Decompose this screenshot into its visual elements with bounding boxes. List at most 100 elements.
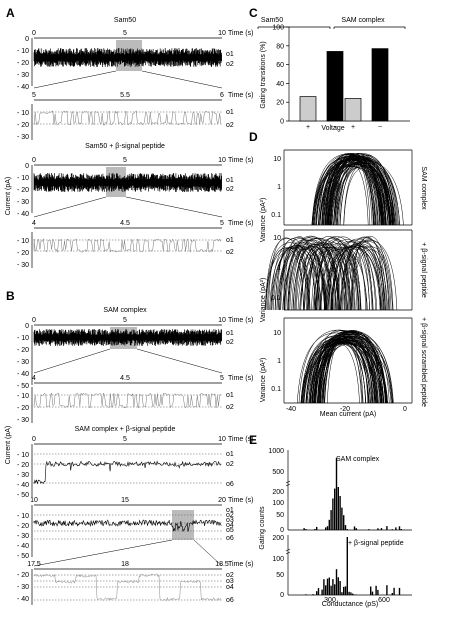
x-tick: 5	[123, 317, 127, 324]
x-tick: 0	[32, 436, 36, 443]
state-label: o1	[226, 451, 234, 458]
time-label: Time (s)	[228, 561, 253, 568]
panel-d-variance-mean: Variance (pA²) Variance (pA²) Variance (…	[260, 149, 427, 418]
y-tick: - 10	[17, 393, 29, 400]
y-axis-label: Variance (pA²)	[260, 198, 267, 243]
y-tick: - 20	[17, 122, 29, 129]
y-tick: 0	[25, 163, 29, 170]
y-tick: - 40	[17, 84, 29, 91]
y-tick: 100	[272, 500, 284, 507]
y-tick: 200	[272, 535, 284, 542]
x-tick: 4.5	[120, 220, 130, 227]
histogram-label: + β-signal peptide	[348, 540, 404, 547]
y-tick: 1000	[268, 448, 284, 455]
y-tick: - 30	[17, 533, 29, 540]
x-tick: 300	[324, 597, 336, 604]
histogram-bars	[303, 458, 402, 530]
y-tick: 50	[276, 572, 284, 579]
panel-a-zoom-1: 5 5.5 6 Time (s) - 10 - 20 - 30 o1 o2	[17, 92, 253, 141]
y-tick-label: 60	[276, 62, 284, 69]
histogram-bottom: 200 100 50 0 + β-signal peptide	[272, 535, 412, 599]
y-axis-label: Gating counts	[259, 506, 266, 550]
panel-label-c: C	[249, 6, 258, 20]
y-tick: - 30	[17, 584, 29, 591]
x-tick: 5	[32, 92, 36, 99]
y-tick: 10	[273, 235, 281, 242]
state-label: o2	[226, 572, 234, 579]
y-tick: - 10	[17, 335, 29, 342]
axis-break	[285, 480, 291, 487]
time-label: Time (s)	[228, 157, 253, 164]
state-label: o1	[226, 51, 234, 58]
bar	[371, 48, 389, 122]
y-tick: - 10	[17, 238, 29, 245]
current-trace	[33, 110, 222, 126]
bar	[299, 96, 317, 122]
variance-subplot-1: 10 1 0.1 SAM complex	[271, 149, 427, 226]
state-label: o1	[226, 109, 234, 116]
y-tick: - 10	[17, 513, 29, 520]
x-tick-label: −	[378, 124, 382, 131]
y-tick: 1	[277, 358, 281, 365]
x-tick: 10	[218, 317, 226, 324]
y-tick: - 20	[17, 572, 29, 579]
group-label: Sam50	[261, 17, 283, 24]
x-tick: 17.5	[27, 561, 41, 568]
x-tick-label: +	[351, 124, 355, 131]
state-label: o2	[226, 339, 234, 346]
x-tick: 600	[378, 597, 390, 604]
y-tick: - 20	[17, 250, 29, 257]
x-tick: 4	[32, 220, 36, 227]
y-tick: - 20	[17, 347, 29, 354]
x-tick: -20	[340, 406, 350, 413]
x-tick: 5	[220, 220, 224, 227]
y-tick: - 20	[17, 187, 29, 194]
x-tick: 5	[123, 436, 127, 443]
y-tick: - 40	[17, 211, 29, 218]
x-tick: -40	[286, 406, 296, 413]
y-tick: - 20	[17, 462, 29, 469]
y-tick: 0.1	[271, 295, 281, 302]
y-tick: - 10	[17, 175, 29, 182]
x-tick: 15	[121, 497, 129, 504]
current-trace	[33, 329, 222, 346]
y-tick: 10	[273, 156, 281, 163]
group-bracket	[257, 26, 331, 29]
current-trace	[33, 519, 222, 532]
y-tick: 10	[273, 330, 281, 337]
zoom-connector	[33, 70, 117, 89]
state-label: o6	[226, 535, 234, 542]
y-tick: 0.1	[271, 386, 281, 393]
histogram-bars	[305, 537, 401, 595]
y-tick: 0	[25, 36, 29, 43]
x-tick: 6	[220, 92, 224, 99]
state-label: o4	[226, 522, 234, 529]
state-label: o1	[226, 237, 234, 244]
y-tick: - 10	[17, 452, 29, 459]
state-label: o6	[226, 481, 234, 488]
trace-title: Sam50 + β-signal peptide	[85, 143, 165, 150]
state-label: o1	[226, 330, 234, 337]
state-label: o2	[226, 186, 234, 193]
variance-curves	[311, 153, 404, 226]
y-tick: - 30	[17, 359, 29, 366]
state-label: o1	[226, 507, 234, 514]
y-tick: - 30	[17, 472, 29, 479]
x-tick: 10	[218, 157, 226, 164]
x-tick: 0	[32, 30, 36, 37]
bar	[326, 51, 344, 122]
panel-b-current-label: Current (pA)	[5, 426, 12, 465]
panel-a-trace-1: Sam50 0 5 10 Time (s) 0 - 10 - 20 - 30 -…	[17, 17, 253, 91]
x-tick: 5.5	[120, 92, 130, 99]
panel-b-zoom-1: 4 4.5 5 Time (s) - 10 - 20 - 30 o1 o2	[17, 375, 253, 424]
bar	[344, 98, 362, 122]
y-tick-label: 0	[280, 119, 284, 126]
group-label: SAM complex	[341, 17, 385, 24]
state-label: o2	[226, 61, 234, 68]
panel-b-trace-1: SAM complex 0 5 10 Time (s) 0 - 10 - 20 …	[17, 307, 253, 390]
variance-subplot-2: 10 1 0.1 + β-signal peptide	[264, 229, 427, 311]
x-axis-label: Voltage	[321, 125, 344, 132]
y-tick: 200	[272, 489, 284, 496]
y-tick: - 50	[17, 553, 29, 560]
